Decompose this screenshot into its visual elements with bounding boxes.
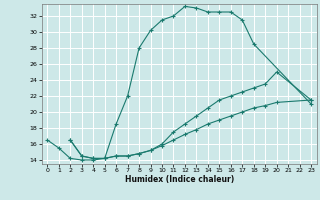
X-axis label: Humidex (Indice chaleur): Humidex (Indice chaleur) bbox=[124, 175, 234, 184]
